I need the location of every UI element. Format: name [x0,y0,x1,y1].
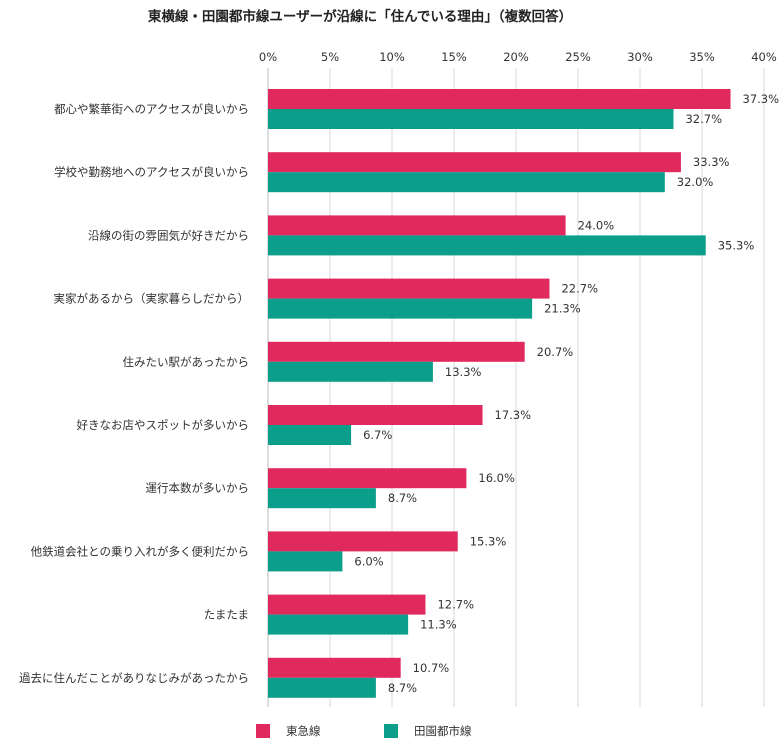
bar-series-2 [268,425,352,445]
bar-series-2 [268,614,409,635]
data-label: 24.0% [578,218,615,232]
x-tick-label: 35% [689,50,715,64]
category-label: 住みたい駅があったから [123,355,250,369]
data-label: 37.3% [743,92,780,106]
bar-series-2 [268,677,376,698]
data-label: 11.3% [420,618,457,632]
data-label: 32.7% [685,112,722,126]
chart-title: 東横線・田園都市線ユーザーが沿線に「住んでいる理由」（複数回答） [147,9,573,25]
legend-item-series-1: 東急線 [256,722,321,740]
legend-swatch-series-2 [384,724,398,738]
data-label: 17.3% [495,408,532,422]
category-label: 他鉄道会社との乗り入れが多く便利だから [31,544,249,558]
data-label: 6.0% [354,554,383,568]
bar-series-1 [268,468,467,489]
x-tick-label: 20% [503,50,529,64]
data-label: 8.7% [388,681,417,695]
data-label: 6.7% [363,428,392,442]
bar-series-1 [268,657,401,678]
bar-series-1 [268,152,681,173]
bar-series-2 [268,361,433,382]
data-label: 22.7% [561,282,598,296]
x-tick-label: 0% [259,50,277,64]
x-tick-label: 15% [441,50,467,64]
category-label: 運行本数が多いから [146,481,250,495]
bar-series-2 [268,172,665,193]
x-tick-label: 40% [751,50,777,64]
x-tick-label: 10% [379,50,405,64]
category-label: 学校や勤務地へのアクセスが良いから [54,165,249,179]
bar-series-1 [268,215,566,236]
legend-label-series-1: 東急線 [286,724,321,738]
x-tick-label: 25% [565,50,591,64]
bar-series-2 [268,298,533,319]
bar-series-1 [268,531,458,552]
legend-item-series-2: 田園都市線 [384,722,472,740]
legend-swatch-series-1 [256,724,270,738]
data-label: 15.3% [470,534,507,548]
legend-label-series-2: 田園都市線 [414,724,472,738]
data-label: 32.0% [677,175,714,189]
bar-series-2 [268,488,376,509]
bar-series-2 [268,551,343,572]
bar-series-2 [268,109,674,129]
data-label: 8.7% [388,491,417,505]
data-label: 21.3% [544,302,581,316]
bar-series-1 [268,594,426,615]
category-label: 過去に住んだことがありなじみがあったから [19,671,249,685]
data-label: 12.7% [437,598,474,612]
bar-series-1 [268,405,483,425]
data-label: 33.3% [693,155,730,169]
data-label: 35.3% [718,238,755,252]
data-label: 13.3% [445,365,482,379]
data-label: 20.7% [537,345,574,359]
bar-series-1 [268,89,731,109]
bar-series-1 [268,278,550,299]
data-label: 16.0% [478,471,515,485]
category-label: たまたま [204,608,249,622]
category-label: 実家があるから（実家暮らしだから） [54,292,250,306]
bar-chart: 0% 5% 10% 15% 20% 25% 30% 35% 40% 都心や繁華街へのアクセスが良い… [19,50,780,707]
category-label: 好きなお店やスポットが多いから [77,418,250,432]
x-tick-label: 5% [321,50,339,64]
category-label: 都心や繁華街へのアクセスが良いから [54,102,249,116]
bar-series-1 [268,341,525,362]
category-label: 沿線の街の雰囲気が好きだから [88,228,249,242]
data-label: 10.7% [413,661,450,675]
x-tick-label: 30% [627,50,653,64]
bar-series-2 [268,235,706,256]
